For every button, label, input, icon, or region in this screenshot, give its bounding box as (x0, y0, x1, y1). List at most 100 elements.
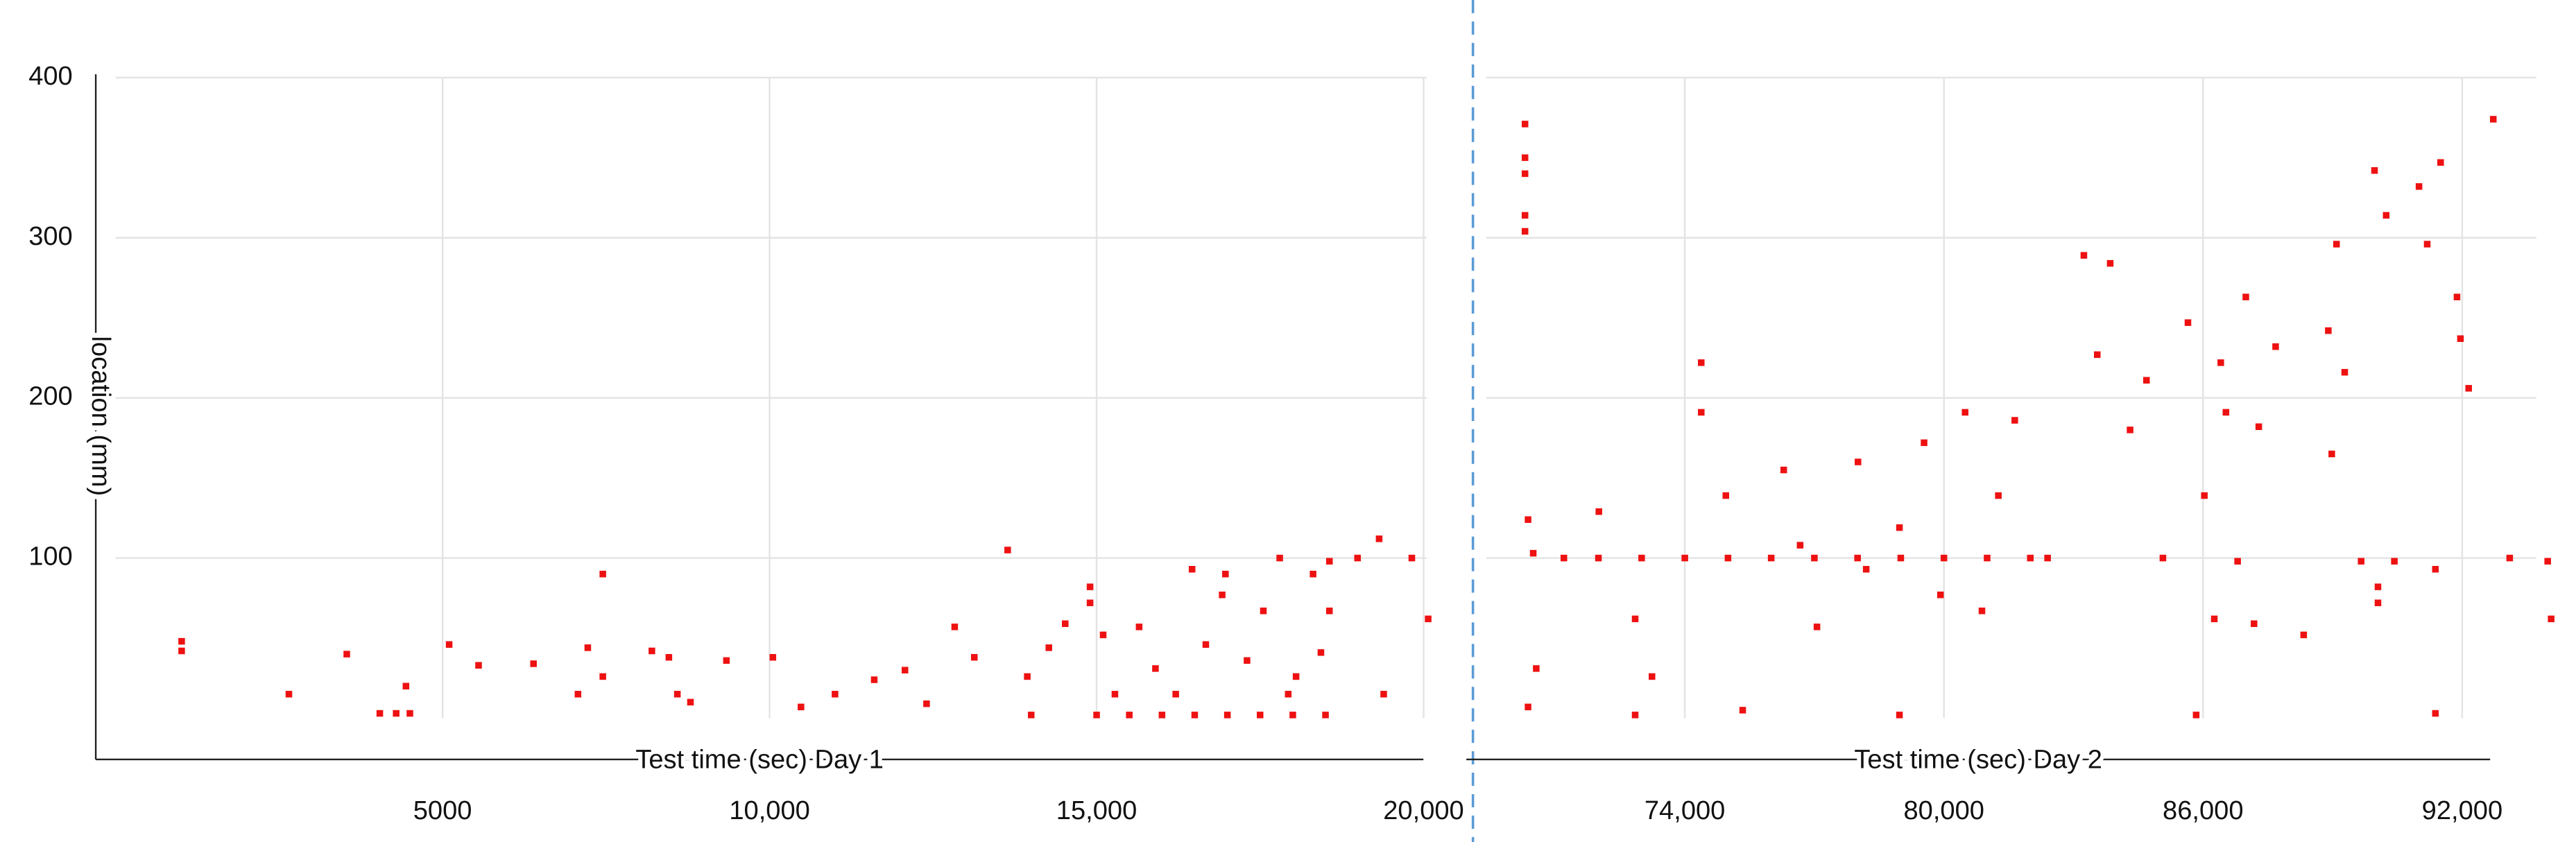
data-point (1525, 703, 1531, 711)
data-point (178, 637, 185, 645)
data-point (1722, 492, 1730, 499)
data-point (1521, 121, 1529, 128)
data-point (2201, 492, 2208, 499)
data-point (599, 673, 606, 680)
data-point (1285, 691, 1292, 698)
data-point (1521, 227, 1529, 235)
data-point (1111, 691, 1119, 698)
data-point (1896, 524, 1903, 531)
data-point (1984, 554, 1991, 562)
data-point (285, 691, 293, 698)
data-point (673, 691, 681, 698)
x-tick-label: 20,000 (1383, 796, 1463, 825)
data-point (1521, 154, 1529, 162)
data-point (951, 624, 959, 630)
data-point (1724, 554, 1732, 562)
data-point (870, 676, 878, 683)
data-point (2222, 409, 2230, 416)
data-point (1521, 212, 1529, 219)
data-point (2234, 558, 2241, 565)
x-tick-label: 74,000 (1645, 796, 1725, 825)
data-point (1978, 608, 1986, 615)
data-point (599, 570, 606, 578)
data-point (1595, 554, 1602, 562)
data-point (1698, 409, 1705, 416)
data-point (1292, 673, 1300, 680)
data-point (2371, 167, 2378, 174)
data-point (1045, 644, 1052, 651)
data-point (402, 682, 410, 690)
data-point (406, 710, 413, 717)
data-point (2374, 583, 2382, 590)
data-point (1995, 492, 2002, 499)
data-point (1257, 712, 1264, 719)
x-tick-label: 15,000 (1056, 796, 1137, 825)
data-point (1525, 516, 1531, 523)
data-point (1855, 458, 1862, 465)
data-point (1152, 665, 1159, 672)
data-point (445, 641, 453, 648)
data-point (1093, 712, 1100, 719)
data-point (2027, 554, 2034, 562)
data-point (2506, 554, 2514, 562)
x-tick-label: 10,000 (729, 796, 809, 825)
data-point (2457, 335, 2464, 343)
data-point (1380, 691, 1387, 698)
y-tick-label: 200 (28, 382, 73, 411)
data-point (1062, 620, 1069, 628)
data-point (2328, 450, 2335, 458)
data-point (1317, 649, 1325, 656)
y-tick-label: 400 (28, 62, 73, 91)
data-point (2192, 712, 2200, 719)
data-point (2358, 558, 2364, 565)
data-point (2044, 554, 2051, 562)
data-point (2093, 351, 2101, 359)
data-point (2333, 241, 2340, 248)
data-point (2391, 558, 2398, 565)
data-point (723, 657, 730, 664)
data-point (1533, 665, 1540, 672)
data-point (1325, 608, 1333, 615)
data-point (1631, 615, 1639, 623)
data-point (2300, 631, 2308, 639)
data-point (2325, 327, 2332, 334)
data-point (2437, 159, 2444, 166)
data-point (1375, 535, 1383, 542)
data-point (2272, 343, 2279, 350)
data-point (530, 660, 537, 667)
data-point (1289, 712, 1296, 719)
data-point (1937, 591, 1944, 599)
data-point (2106, 259, 2114, 267)
data-point (902, 667, 909, 673)
data-point (2548, 615, 2554, 623)
data-point (1767, 554, 1775, 562)
data-point (2432, 565, 2439, 573)
data-point (1408, 554, 1416, 562)
data-point (2544, 558, 2551, 565)
data-point (1897, 554, 1905, 562)
data-point (1595, 508, 1602, 515)
x-tick-label: 5000 (413, 796, 472, 825)
data-point (1202, 641, 1210, 648)
data-point (1921, 439, 1927, 447)
data-point (649, 647, 655, 655)
data-point (1811, 554, 1818, 562)
data-point (1172, 691, 1179, 698)
data-point (343, 651, 350, 658)
data-point (1940, 554, 1948, 562)
data-point (2415, 183, 2423, 190)
data-point (1260, 608, 1267, 615)
data-point (1222, 570, 1229, 578)
data-point (1099, 631, 1107, 639)
data-point (2465, 385, 2473, 392)
data-point (1135, 624, 1143, 630)
data-point (1027, 712, 1035, 719)
data-point (2127, 427, 2133, 433)
data-point (2080, 252, 2088, 259)
data-point (1219, 591, 1226, 599)
data-point (2210, 615, 2218, 623)
data-point (1310, 570, 1316, 578)
x-tick-label: 86,000 (2163, 796, 2243, 825)
data-point (1813, 624, 1821, 630)
x-axis-title: Test time (sec) Day 2 (1854, 745, 2102, 774)
